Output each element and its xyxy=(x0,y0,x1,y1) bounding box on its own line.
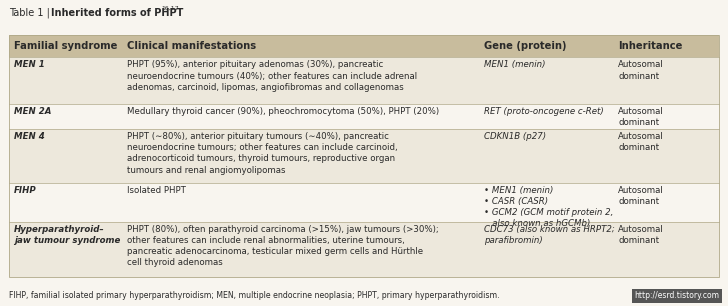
Text: 16,17: 16,17 xyxy=(162,6,179,11)
Text: MEN 1: MEN 1 xyxy=(14,60,44,69)
Text: FIHP, familial isolated primary hyperparathyroidism; MEN, multiple endocrine neo: FIHP, familial isolated primary hyperpar… xyxy=(9,292,499,300)
Text: MEN 2A: MEN 2A xyxy=(14,107,51,116)
Text: Autosomal
dominant: Autosomal dominant xyxy=(618,225,664,245)
Text: http://esrd.tistory.com: http://esrd.tistory.com xyxy=(634,292,719,300)
Text: MEN1 (menin): MEN1 (menin) xyxy=(484,60,545,69)
Text: Isolated PHPT: Isolated PHPT xyxy=(127,186,186,195)
Bar xyxy=(9,183,719,222)
Text: Autosomal
dominant: Autosomal dominant xyxy=(618,186,664,206)
Bar xyxy=(9,35,719,57)
Text: Inheritance: Inheritance xyxy=(618,41,682,51)
Text: Table 1 |: Table 1 | xyxy=(9,8,52,18)
Bar xyxy=(9,57,719,104)
Text: Gene (protein): Gene (protein) xyxy=(484,41,566,51)
Text: Clinical manifestations: Clinical manifestations xyxy=(127,41,256,51)
Text: Inherited forms of PHPT: Inherited forms of PHPT xyxy=(51,8,183,18)
Text: • MEN1 (menin)
• CASR (CASR)
• GCM2 (GCM motif protein 2,
   also known as hGCMb: • MEN1 (menin) • CASR (CASR) • GCM2 (GCM… xyxy=(484,186,614,228)
Text: CDKN1B (p27): CDKN1B (p27) xyxy=(484,132,546,141)
Text: RET (proto-oncogene c-Ret): RET (proto-oncogene c-Ret) xyxy=(484,107,604,116)
Text: Familial syndrome: Familial syndrome xyxy=(14,41,117,51)
Bar xyxy=(9,129,719,183)
Text: Autosomal
dominant: Autosomal dominant xyxy=(618,60,664,80)
Text: Medullary thyroid cancer (90%), pheochromocytoma (50%), PHPT (20%): Medullary thyroid cancer (90%), pheochro… xyxy=(127,107,440,116)
Bar xyxy=(9,35,719,277)
Text: FIHP: FIHP xyxy=(14,186,36,195)
Bar xyxy=(9,104,719,129)
Text: PHPT (95%), anterior pituitary adenomas (30%), pancreatic
neuroendocrine tumours: PHPT (95%), anterior pituitary adenomas … xyxy=(127,60,418,91)
Text: CDC73 (also known as HRPT2;
parafibromin): CDC73 (also known as HRPT2; parafibromin… xyxy=(484,225,615,245)
Text: Hyperparathyroid–
jaw tumour syndrome: Hyperparathyroid– jaw tumour syndrome xyxy=(14,225,120,245)
Text: Autosomal
dominant: Autosomal dominant xyxy=(618,107,664,127)
Text: PHPT (80%), often parathyroid carcinoma (>15%), jaw tumours (>30%);
other featur: PHPT (80%), often parathyroid carcinoma … xyxy=(127,225,439,267)
Text: PHPT (∼80%), anterior pituitary tumours (∼40%), pancreatic
neuroendocrine tumour: PHPT (∼80%), anterior pituitary tumours … xyxy=(127,132,398,174)
Text: MEN 4: MEN 4 xyxy=(14,132,44,141)
Text: Autosomal
dominant: Autosomal dominant xyxy=(618,132,664,152)
Bar xyxy=(9,222,719,277)
